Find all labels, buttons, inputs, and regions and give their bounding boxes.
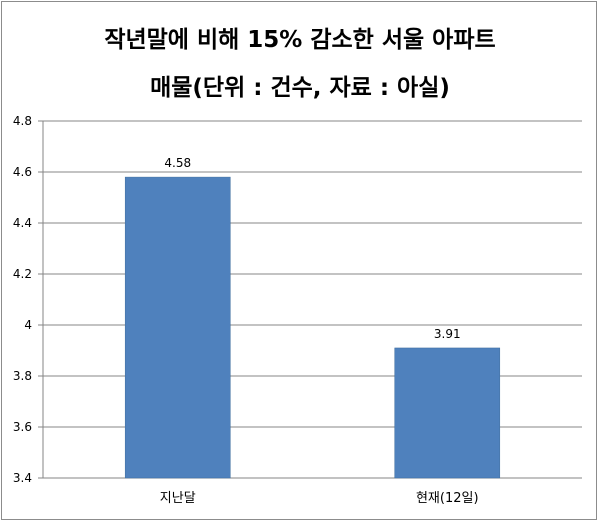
- y-tick-label: 4: [24, 318, 32, 332]
- y-tick-label: 3.6: [13, 420, 32, 434]
- y-tick-label: 4.4: [13, 216, 32, 230]
- y-tick-label: 4.2: [13, 267, 32, 281]
- chart-title-line-1: 작년말에 비해 15% 감소한 서울 아파트: [104, 27, 496, 53]
- y-tick-label: 4.8: [13, 114, 32, 128]
- x-category-label: 지난달: [160, 491, 196, 506]
- y-tick-label: 3.4: [13, 471, 32, 485]
- x-category-label: 현재(12일): [416, 491, 479, 506]
- y-tick-label: 4.6: [13, 165, 32, 179]
- bar-data-label: 3.91: [434, 327, 461, 341]
- bar: [124, 176, 231, 479]
- bar: [394, 347, 501, 479]
- bar-data-label: 4.58: [164, 156, 191, 170]
- chart-title-line-2: 매물(단위 : 건수, 자료 : 아실): [150, 75, 450, 101]
- y-tick-label: 3.8: [13, 369, 32, 383]
